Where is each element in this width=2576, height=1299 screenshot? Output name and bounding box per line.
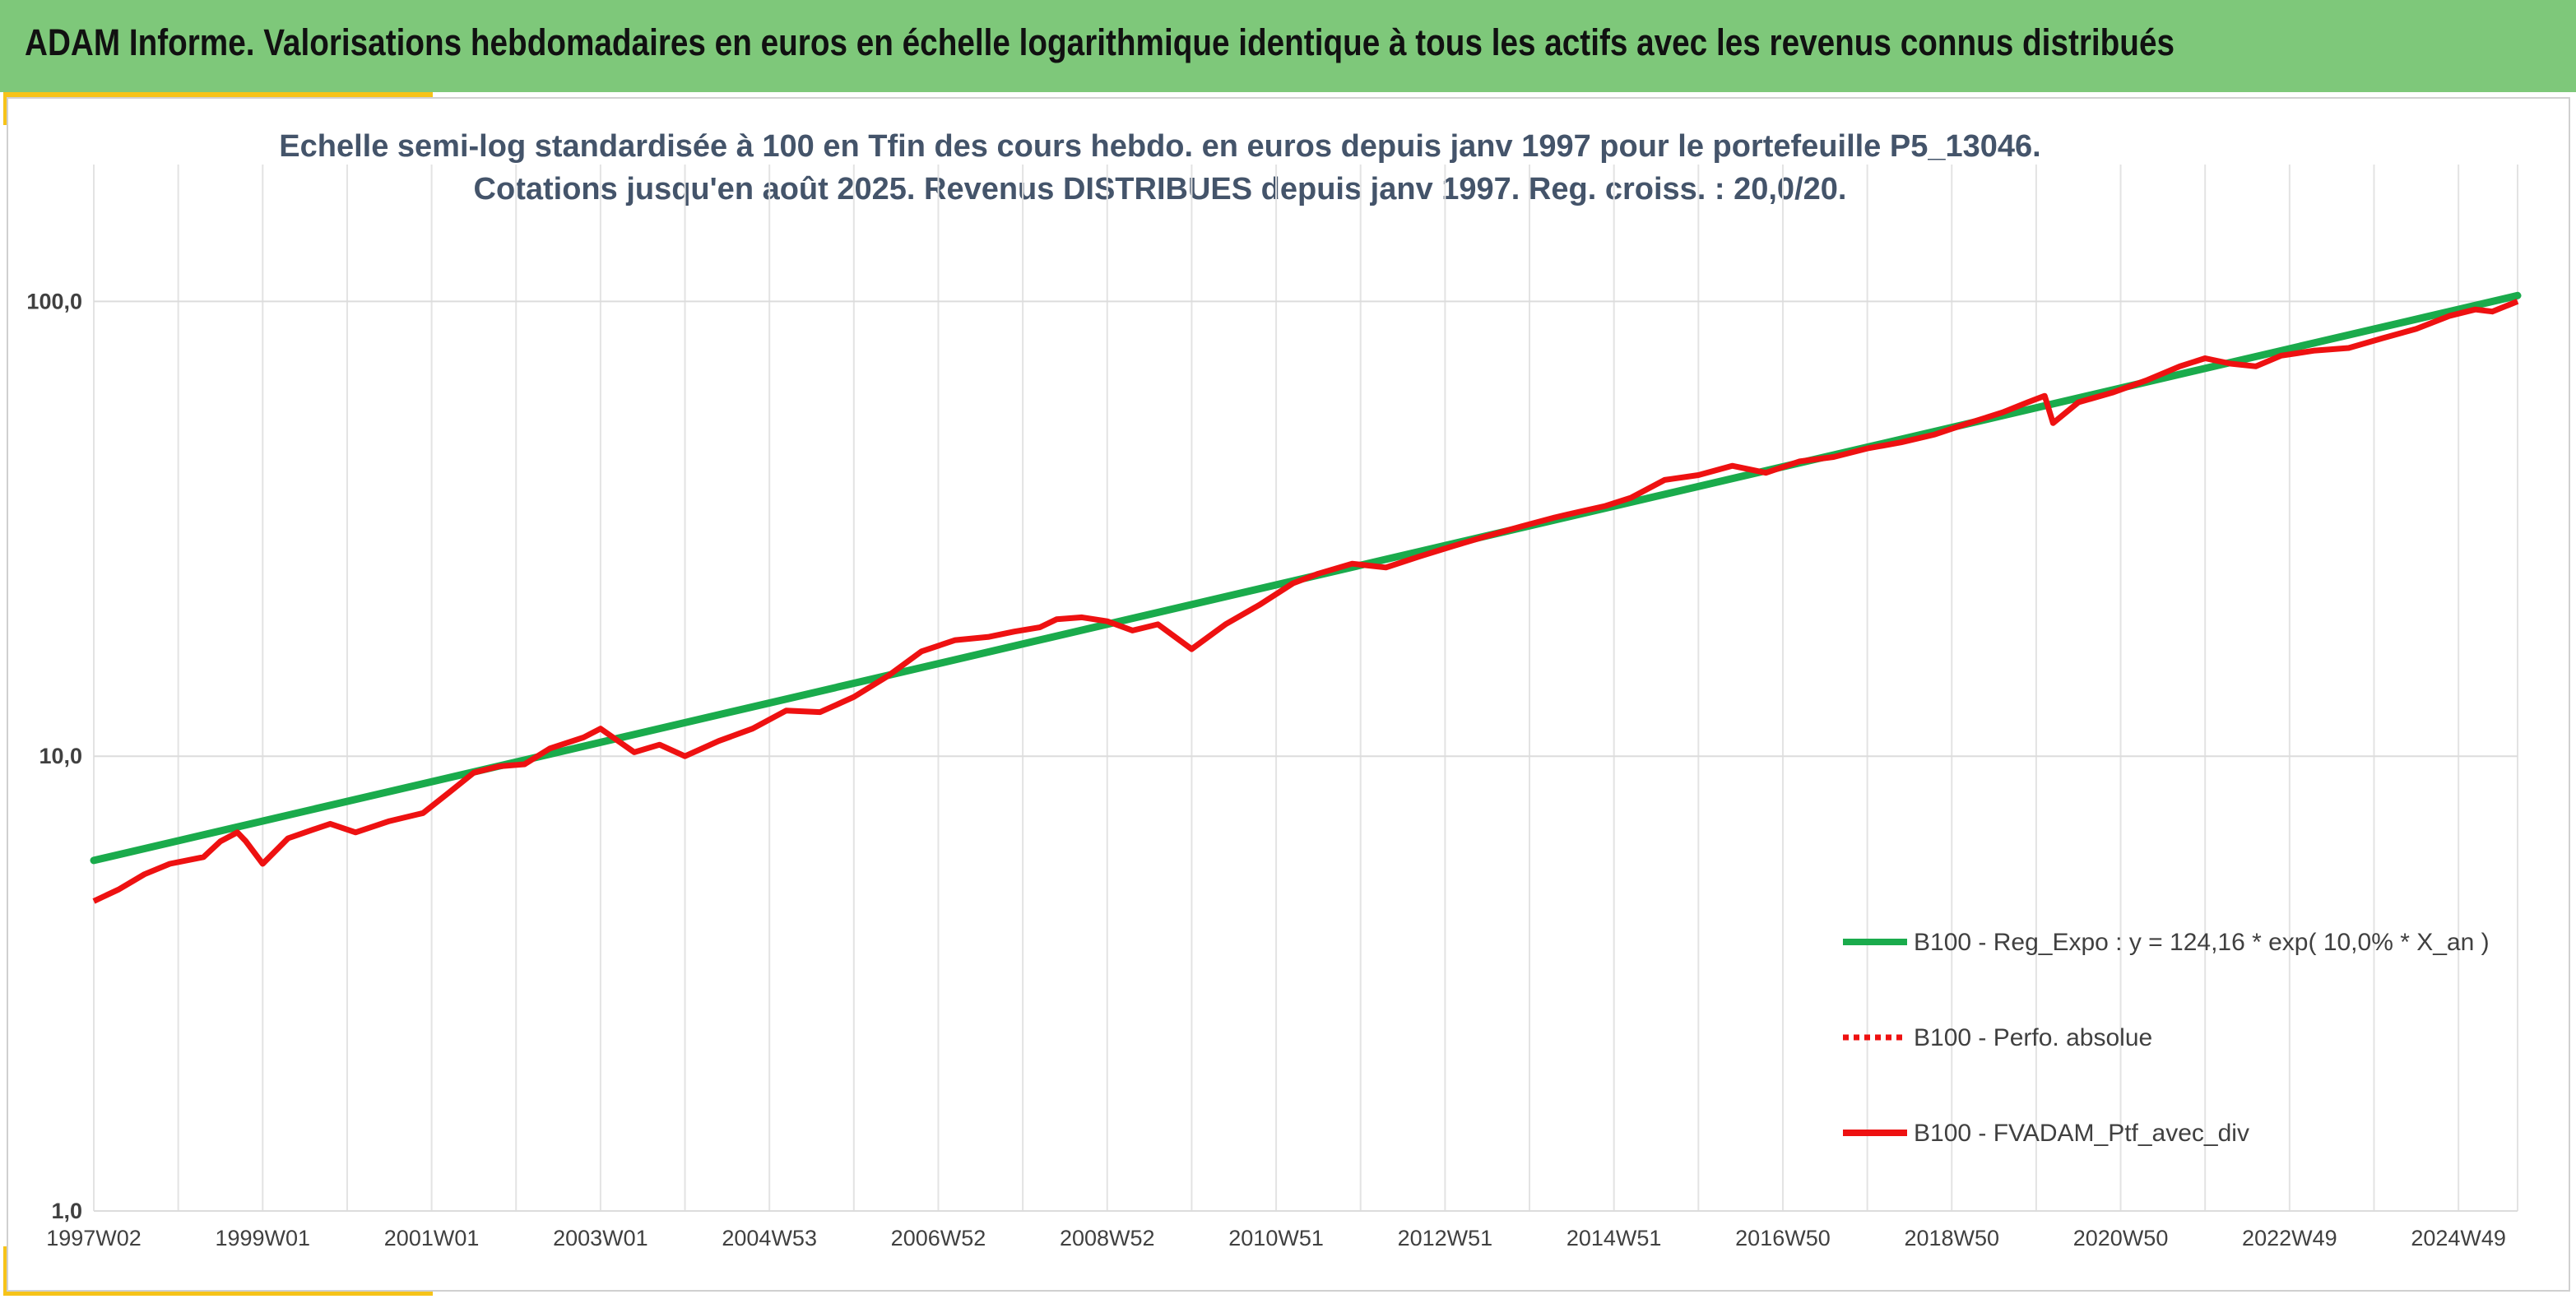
chart: Echelle semi-log standardisée à 100 en T… (26, 129, 2522, 1250)
legend-label: B100 - FVADAM_Ptf_avec_div (1914, 1120, 2249, 1147)
legend-label: B100 - Perfo. absolue (1914, 1024, 2152, 1051)
x-tick-label: 1999W01 (215, 1226, 310, 1250)
accent-bar-left-top (3, 92, 8, 125)
x-tick-label: 2018W50 (1904, 1226, 1999, 1250)
y-tick-label: 1,0 (51, 1199, 82, 1223)
x-tick-label: 2001W01 (384, 1226, 480, 1250)
title-banner: ADAM Informe. Valorisations hebdomadaire… (0, 0, 2576, 92)
accent-bar-top (3, 92, 433, 97)
y-tick-label: 100,0 (26, 289, 82, 313)
x-tick-label: 2014W51 (1566, 1226, 1662, 1250)
banner-title: ADAM Informe. Valorisations hebdomadaire… (25, 21, 2175, 63)
x-tick-label: 2006W52 (891, 1226, 986, 1250)
legend-label: B100 - Reg_Expo : y = 124,16 * exp( 10,0… (1914, 929, 2490, 956)
chart-area: Echelle semi-log standardisée à 100 en T… (7, 97, 2570, 1292)
x-tick-label: 2003W01 (553, 1226, 648, 1250)
chart-title-line-1: Echelle semi-log standardisée à 100 en T… (279, 129, 2040, 164)
x-tick-label: 1997W02 (46, 1226, 142, 1250)
accent-bar-left-bottom (3, 1246, 8, 1296)
x-tick-label: 2012W51 (1398, 1226, 1493, 1250)
x-tick-label: 2008W52 (1060, 1226, 1155, 1250)
x-tick-label: 2010W51 (1228, 1226, 1324, 1250)
x-tick-label: 2024W49 (2411, 1226, 2506, 1250)
chart-title-line-2: Cotations jusqu'en août 2025. Revenus DI… (474, 172, 1847, 206)
x-tick-label: 2016W50 (1735, 1226, 1831, 1250)
series-portfolio-line (92, 299, 2519, 904)
x-tick-label: 2020W50 (2073, 1226, 2169, 1250)
y-tick-label: 10,0 (39, 744, 82, 768)
x-tick-label: 2022W49 (2242, 1226, 2337, 1250)
accent-bar-bottom (3, 1291, 433, 1296)
x-tick-label: 2004W53 (722, 1226, 817, 1250)
legend: B100 - Reg_Expo : y = 124,16 * exp( 10,0… (1843, 929, 2490, 1147)
